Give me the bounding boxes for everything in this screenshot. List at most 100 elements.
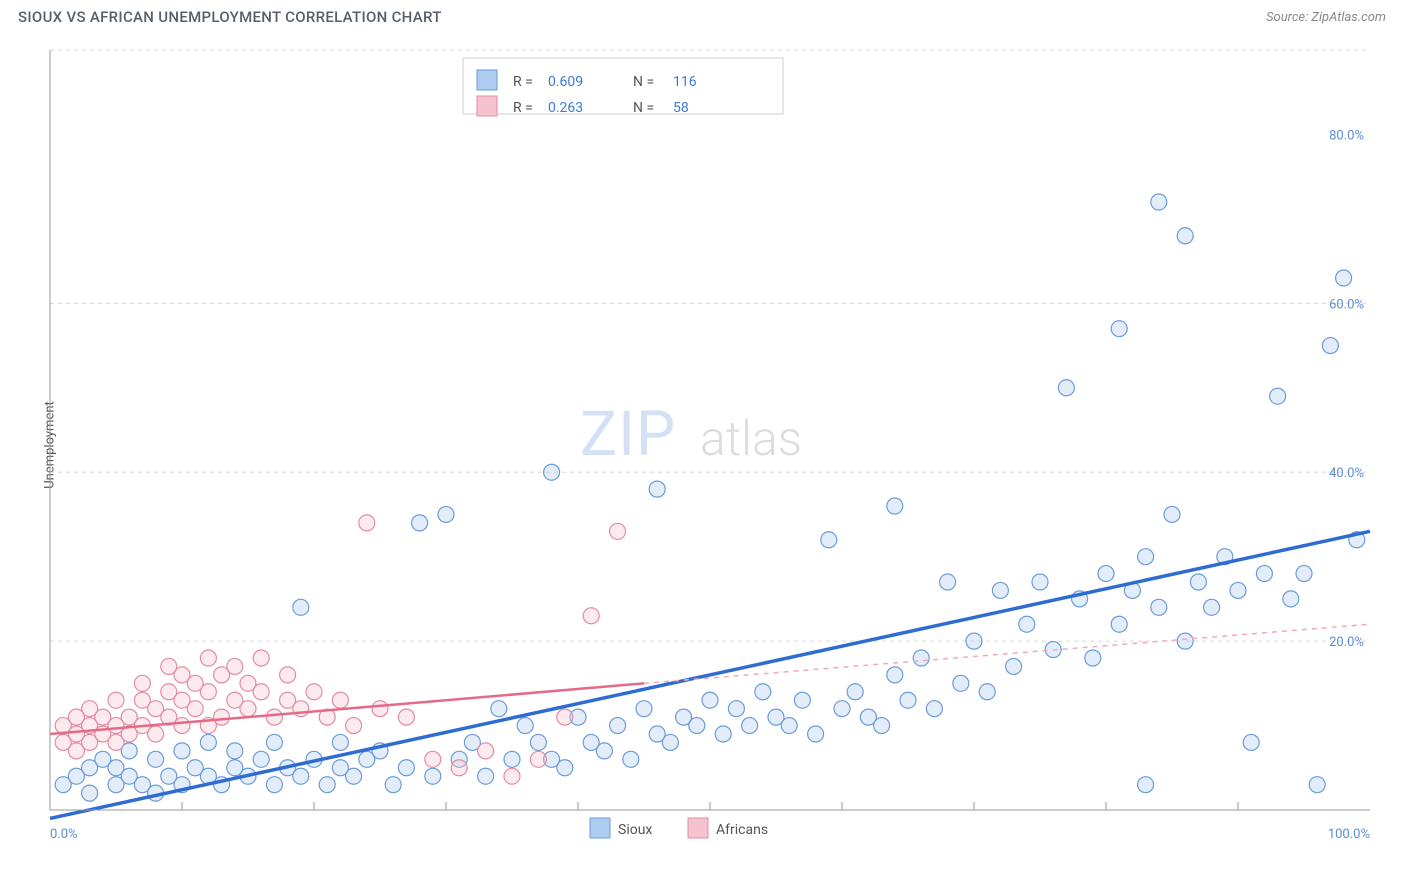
data-point-sioux <box>728 701 744 717</box>
data-point-sioux <box>1270 388 1286 404</box>
legend-n-label: N = <box>633 100 654 116</box>
legend-swatch <box>688 818 708 838</box>
data-point-sioux <box>346 768 362 784</box>
data-point-sioux <box>1230 582 1246 598</box>
legend-r-value: 0.609 <box>548 74 583 90</box>
legend-r-value: 0.263 <box>548 100 583 116</box>
data-point-sioux <box>900 692 916 708</box>
data-point-africans <box>583 608 599 624</box>
data-point-africans <box>266 709 282 725</box>
data-point-africans <box>108 692 124 708</box>
data-point-sioux <box>504 751 520 767</box>
legend-n-value: 58 <box>673 100 689 116</box>
data-point-sioux <box>332 734 348 750</box>
data-point-sioux <box>913 650 929 666</box>
data-point-sioux <box>966 633 982 649</box>
y-tick-label: 80.0% <box>1329 128 1364 143</box>
data-point-sioux <box>794 692 810 708</box>
chart-area: Unemployment ZIPatlas 0.0%100.0%20.0%40.… <box>0 30 1406 860</box>
y-tick-label: 40.0% <box>1329 466 1364 481</box>
data-point-sioux <box>821 532 837 548</box>
data-point-sioux <box>702 692 718 708</box>
data-point-africans <box>425 751 441 767</box>
data-point-africans <box>200 684 216 700</box>
data-point-africans <box>253 684 269 700</box>
data-point-sioux <box>293 768 309 784</box>
legend-swatch <box>477 70 497 90</box>
data-point-africans <box>346 718 362 734</box>
chart-header: SIOUX VS AFRICAN UNEMPLOYMENT CORRELATIO… <box>0 0 1406 30</box>
data-point-sioux <box>478 768 494 784</box>
data-point-africans <box>174 718 190 734</box>
data-point-sioux <box>1151 194 1167 210</box>
data-point-sioux <box>1138 777 1154 793</box>
data-point-sioux <box>82 785 98 801</box>
data-point-sioux <box>174 743 190 759</box>
data-point-sioux <box>940 574 956 590</box>
data-point-sioux <box>438 506 454 522</box>
data-point-sioux <box>253 751 269 767</box>
data-point-sioux <box>1006 658 1022 674</box>
data-point-sioux <box>847 684 863 700</box>
data-point-sioux <box>1190 574 1206 590</box>
legend-r-label: R = <box>513 74 533 90</box>
data-point-sioux <box>1111 321 1127 337</box>
data-point-sioux <box>1085 650 1101 666</box>
data-point-sioux <box>834 701 850 717</box>
data-point-sioux <box>1098 566 1114 582</box>
data-point-sioux <box>742 718 758 734</box>
data-point-africans <box>227 658 243 674</box>
data-point-sioux <box>398 760 414 776</box>
data-point-africans <box>148 726 164 742</box>
data-point-sioux <box>1019 616 1035 632</box>
data-point-africans <box>214 709 230 725</box>
legend-label: Africans <box>716 822 768 838</box>
data-point-sioux <box>636 701 652 717</box>
data-point-africans <box>200 650 216 666</box>
chart-source: Source: ZipAtlas.com <box>1266 10 1386 25</box>
chart-title: SIOUX VS AFRICAN UNEMPLOYMENT CORRELATIO… <box>18 8 442 26</box>
data-point-sioux <box>266 734 282 750</box>
legend-n-value: 116 <box>673 74 697 90</box>
data-point-africans <box>451 760 467 776</box>
x-tick-label: 100.0% <box>1328 827 1370 842</box>
data-point-sioux <box>412 515 428 531</box>
data-point-sioux <box>1204 599 1220 615</box>
trendline-africans-extrapolated <box>644 624 1370 683</box>
legend-swatch <box>477 96 497 116</box>
data-point-africans <box>332 692 348 708</box>
data-point-sioux <box>1309 777 1325 793</box>
data-point-sioux <box>517 718 533 734</box>
data-point-africans <box>372 701 388 717</box>
data-point-africans <box>530 751 546 767</box>
data-point-sioux <box>808 726 824 742</box>
data-point-sioux <box>926 701 942 717</box>
x-tick-label: 0.0% <box>50 827 78 842</box>
watermark-text: atlas <box>700 410 802 467</box>
data-point-africans <box>504 768 520 784</box>
data-point-sioux <box>953 675 969 691</box>
data-point-sioux <box>1151 599 1167 615</box>
data-point-sioux <box>530 734 546 750</box>
legend-r-label: R = <box>513 100 533 116</box>
y-tick-label: 60.0% <box>1329 297 1364 312</box>
data-point-sioux <box>1058 380 1074 396</box>
data-point-sioux <box>1322 338 1338 354</box>
data-point-sioux <box>596 743 612 759</box>
data-point-sioux <box>1296 566 1312 582</box>
legend-n-label: N = <box>633 74 654 90</box>
data-point-sioux <box>544 464 560 480</box>
legend-swatch <box>590 818 610 838</box>
data-point-africans <box>280 667 296 683</box>
data-point-africans <box>557 709 573 725</box>
data-point-africans <box>306 684 322 700</box>
data-point-sioux <box>689 718 705 734</box>
scatter-plot: ZIPatlas 0.0%100.0%20.0%40.0%60.0%80.0% … <box>40 40 1390 860</box>
data-point-sioux <box>715 726 731 742</box>
data-point-sioux <box>979 684 995 700</box>
data-point-africans <box>240 701 256 717</box>
data-point-sioux <box>557 760 573 776</box>
data-point-sioux <box>887 667 903 683</box>
data-point-sioux <box>610 718 626 734</box>
data-point-sioux <box>1164 506 1180 522</box>
